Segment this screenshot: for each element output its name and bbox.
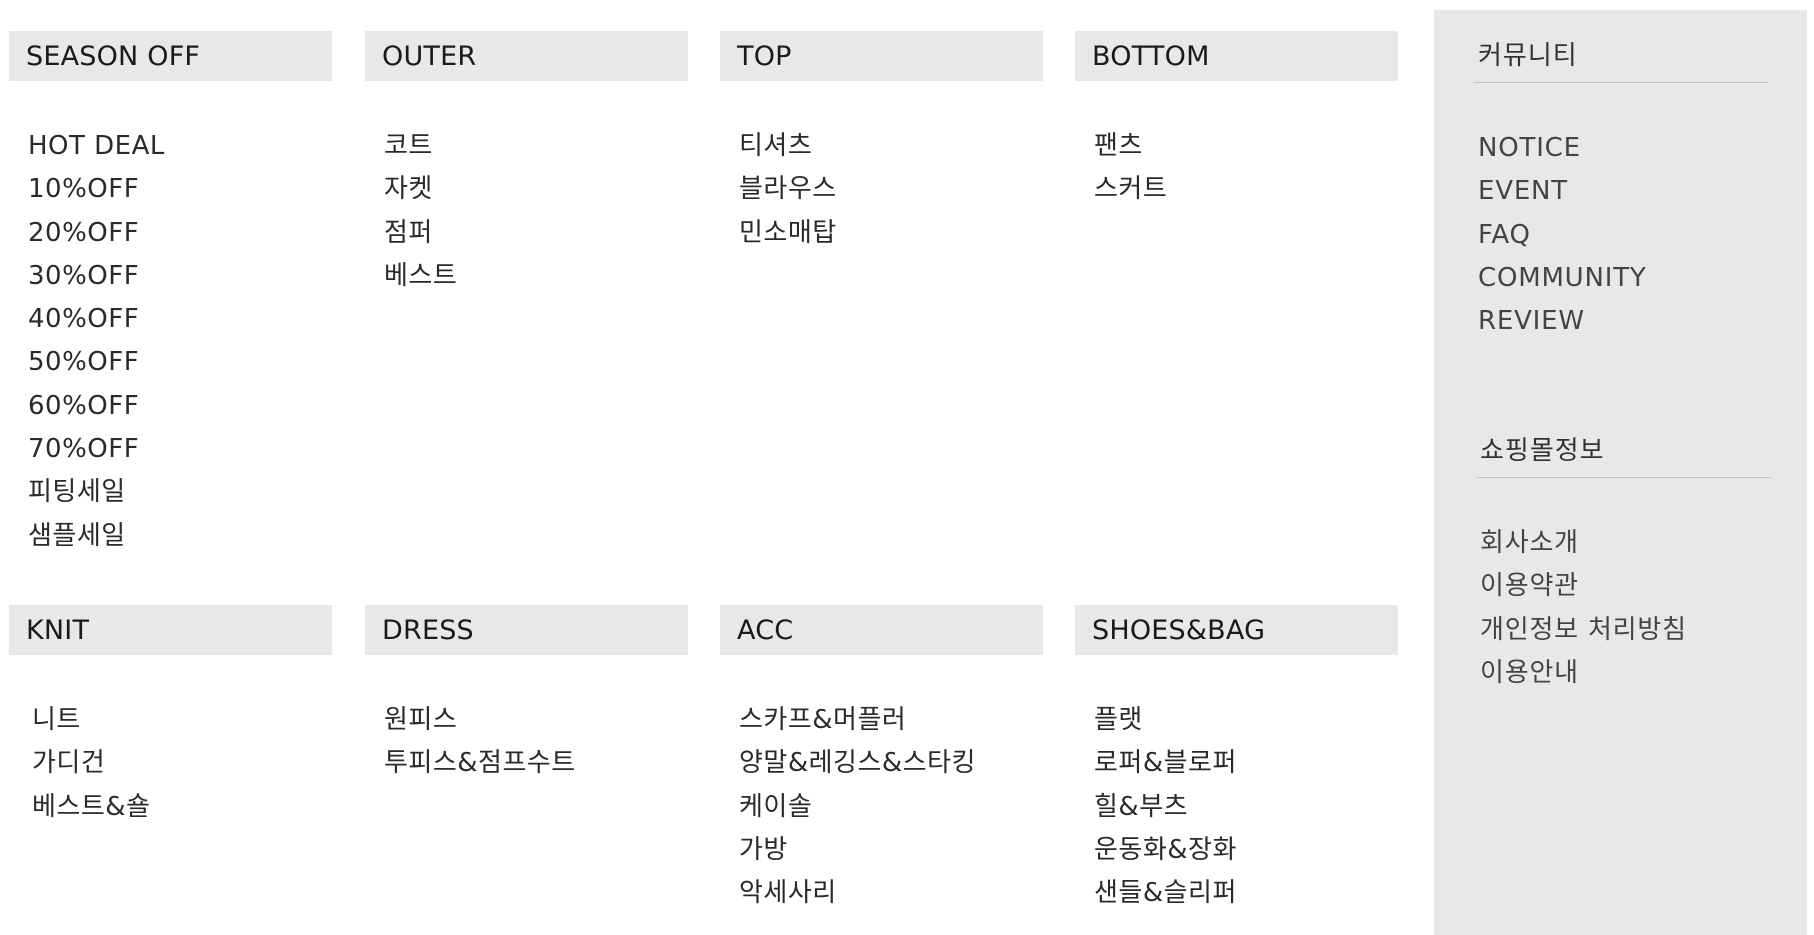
- menu-item-sandals-slippers[interactable]: 샌들&슬리퍼: [1094, 878, 1237, 909]
- category-season-off: SEASON OFF HOT DEAL 10%OFF 20%OFF 30%OFF…: [9, 31, 332, 558]
- category-outer: OUTER 코트 자켓 점퍼 베스트: [365, 31, 688, 298]
- menu-item-hot-deal[interactable]: HOT DEAL: [28, 131, 165, 161]
- menu-item-bag[interactable]: 가방: [739, 834, 788, 865]
- menu-item-onepiece[interactable]: 원피스: [384, 705, 458, 735]
- community-section: 커뮤니티 NOTICE EVENT FAQ COMMUNITY REVIEW: [1474, 35, 1769, 343]
- sidebar-item-notice[interactable]: NOTICE: [1478, 133, 1581, 163]
- menu-item-accessory[interactable]: 악세사리: [739, 878, 837, 909]
- category-list-knit: 니트 가디건 베스트&숄: [9, 699, 332, 829]
- category-acc: ACC 스카프&머플러 양말&레깅스&스타킹 케이솔 가방 악세사리: [720, 605, 1043, 915]
- menu-item-30-off[interactable]: 30%OFF: [28, 260, 140, 291]
- sidebar-item-privacy[interactable]: 개인정보 처리방침: [1480, 614, 1687, 645]
- community-title: 커뮤니티: [1474, 35, 1769, 83]
- menu-item-coat[interactable]: 코트: [384, 131, 433, 161]
- menu-item-40-off[interactable]: 40%OFF: [28, 304, 140, 335]
- sidebar-item-guide[interactable]: 이용안내: [1480, 657, 1579, 688]
- menu-item-flat[interactable]: 플랫: [1094, 705, 1143, 735]
- menu-item-cardigan[interactable]: 가디건: [32, 748, 106, 779]
- shop-info-list: 회사소개 이용약관 개인정보 처리방침 이용안내: [1476, 522, 1771, 695]
- menu-item-pants[interactable]: 팬츠: [1094, 131, 1143, 161]
- category-header-knit[interactable]: KNIT: [9, 605, 332, 655]
- menu-item-vest-shawl[interactable]: 베스트&숄: [32, 791, 151, 822]
- menu-item-heel-boots[interactable]: 힐&부츠: [1094, 791, 1189, 822]
- menu-item-jacket[interactable]: 자켓: [384, 174, 433, 205]
- menu-item-knit[interactable]: 니트: [32, 705, 81, 735]
- sidebar-item-community[interactable]: COMMUNITY: [1478, 262, 1647, 293]
- category-list-bottom: 팬츠 스커트: [1075, 125, 1398, 212]
- category-header-season-off[interactable]: SEASON OFF: [9, 31, 332, 81]
- menu-item-sleeveless[interactable]: 민소매탑: [739, 217, 837, 248]
- menu-item-60-off[interactable]: 60%OFF: [28, 390, 140, 421]
- category-header-acc[interactable]: ACC: [720, 605, 1043, 655]
- menu-item-10-off[interactable]: 10%OFF: [28, 174, 140, 205]
- category-list-acc: 스카프&머플러 양말&레깅스&스타킹 케이솔 가방 악세사리: [720, 699, 1043, 915]
- category-header-outer[interactable]: OUTER: [365, 31, 688, 81]
- sidebar-item-terms[interactable]: 이용약관: [1480, 571, 1579, 602]
- menu-item-case[interactable]: 케이솔: [739, 791, 813, 822]
- sidebar-item-faq[interactable]: FAQ: [1478, 219, 1531, 250]
- sidebar-item-event[interactable]: EVENT: [1478, 176, 1568, 207]
- community-list: NOTICE EVENT FAQ COMMUNITY REVIEW: [1474, 127, 1769, 343]
- category-list-outer: 코트 자켓 점퍼 베스트: [365, 125, 688, 298]
- category-header-shoes-bag[interactable]: SHOES&BAG: [1075, 605, 1398, 655]
- shop-info-section: 쇼핑몰정보 회사소개 이용약관 개인정보 처리방침 이용안내: [1476, 430, 1771, 695]
- category-knit: KNIT 니트 가디건 베스트&숄: [9, 605, 332, 829]
- menu-item-vest[interactable]: 베스트: [384, 260, 458, 291]
- sidebar-item-review[interactable]: REVIEW: [1478, 306, 1585, 337]
- menu-item-fitting-sale[interactable]: 피팅세일: [28, 477, 126, 508]
- category-list-dress: 원피스 투피스&점프수트: [365, 699, 688, 786]
- menu-item-50-off[interactable]: 50%OFF: [28, 347, 140, 378]
- menu-item-scarf-muffler[interactable]: 스카프&머플러: [739, 705, 907, 735]
- menu-item-socks-leggings-stockings[interactable]: 양말&레깅스&스타킹: [739, 748, 976, 779]
- menu-item-tshirt[interactable]: 티셔츠: [739, 131, 813, 161]
- shop-info-title: 쇼핑몰정보: [1476, 430, 1771, 478]
- menu-item-20-off[interactable]: 20%OFF: [28, 217, 140, 248]
- category-list-shoes-bag: 플랫 로퍼&블로퍼 힐&부츠 운동화&장화 샌들&슬리퍼: [1075, 699, 1398, 915]
- menu-item-70-off[interactable]: 70%OFF: [28, 434, 140, 465]
- menu-item-skirt[interactable]: 스커트: [1094, 174, 1168, 205]
- sidebar-item-company[interactable]: 회사소개: [1480, 528, 1579, 558]
- category-dress: DRESS 원피스 투피스&점프수트: [365, 605, 688, 786]
- category-header-dress[interactable]: DRESS: [365, 605, 688, 655]
- category-top: TOP 티셔츠 블라우스 민소매탑: [720, 31, 1043, 255]
- category-header-bottom[interactable]: BOTTOM: [1075, 31, 1398, 81]
- category-list-top: 티셔츠 블라우스 민소매탑: [720, 125, 1043, 255]
- menu-item-sneakers-rainboots[interactable]: 운동화&장화: [1094, 834, 1237, 865]
- menu-item-sample-sale[interactable]: 샘플세일: [28, 520, 126, 551]
- category-shoes-bag: SHOES&BAG 플랫 로퍼&블로퍼 힐&부츠 운동화&장화 샌들&슬리퍼: [1075, 605, 1398, 915]
- menu-item-blouse[interactable]: 블라우스: [739, 174, 837, 205]
- menu-item-loafer-bloafer[interactable]: 로퍼&블로퍼: [1094, 748, 1237, 779]
- category-bottom: BOTTOM 팬츠 스커트: [1075, 31, 1398, 212]
- menu-item-twopiece-jumpsuit[interactable]: 투피스&점프수트: [384, 748, 576, 779]
- category-header-top[interactable]: TOP: [720, 31, 1043, 81]
- category-list-season-off: HOT DEAL 10%OFF 20%OFF 30%OFF 40%OFF 50%…: [9, 125, 332, 558]
- menu-item-jumper[interactable]: 점퍼: [384, 217, 433, 248]
- info-sidebar: 커뮤니티 NOTICE EVENT FAQ COMMUNITY REVIEW 쇼…: [1434, 10, 1807, 935]
